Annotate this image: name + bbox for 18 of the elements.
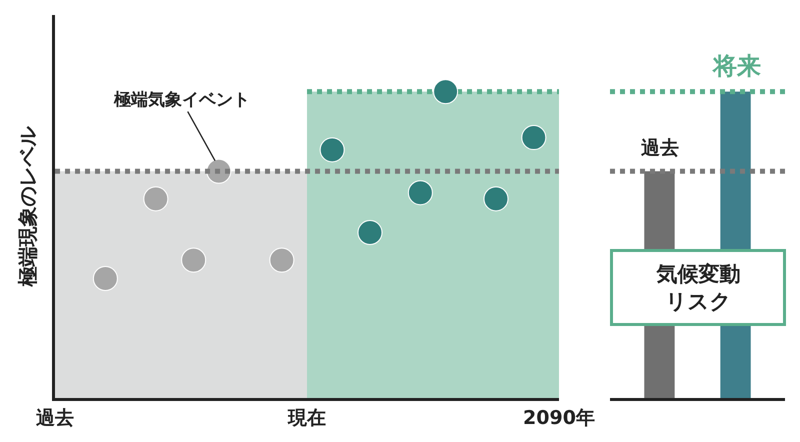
point [269, 248, 294, 273]
point [92, 266, 118, 291]
point [181, 248, 206, 273]
point [408, 180, 433, 206]
point [433, 79, 458, 104]
ref-line-label: 将来 [711, 52, 761, 80]
ref-line-label: 過去 [640, 137, 679, 159]
x-tick-label: 過去 [35, 406, 74, 429]
annotation: 極端気象イベント [113, 90, 250, 110]
x-tick-label: 現在 [287, 406, 326, 429]
y-axis-title: 極端現象のレベル [16, 126, 40, 288]
point [143, 186, 168, 212]
point [358, 220, 382, 246]
point [521, 125, 546, 150]
x-tick-label: 2090年 [523, 406, 595, 429]
annotation: 気候変動リスク [656, 262, 740, 314]
point [320, 137, 345, 162]
point [484, 186, 508, 212]
